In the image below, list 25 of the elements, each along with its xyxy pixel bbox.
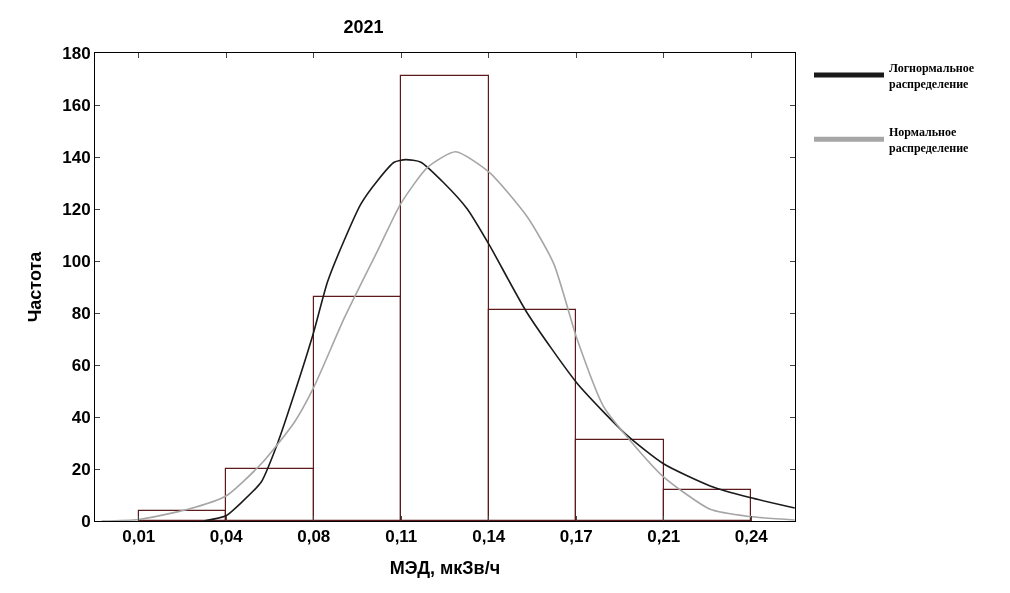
- x-tick-label: 0,08: [297, 527, 331, 547]
- y-tick-label: 100: [62, 251, 91, 271]
- x-tick-label: 0,11: [385, 527, 418, 547]
- y-tick-label: 80: [71, 303, 91, 323]
- x-tick-label: 0,24: [734, 527, 769, 547]
- text: Логнормальное распределение: [889, 60, 975, 91]
- line-series: [202, 158, 795, 521]
- y-tick-label: 120: [62, 199, 91, 219]
- y-tick-label: 180: [62, 43, 91, 63]
- y-tick-label: 160: [62, 95, 91, 115]
- text: Нормальное распределение: [889, 125, 970, 155]
- y-tick-label: 60: [71, 355, 91, 375]
- x-tick-label: 0,14: [472, 527, 506, 547]
- line-series: [100, 151, 795, 521]
- x-tick-label: 0,01: [122, 527, 156, 547]
- x-tick-label: 0,04: [209, 527, 244, 547]
- y-tick-label: 140: [62, 147, 91, 167]
- y-tick-label: 0: [81, 511, 91, 531]
- y-tick-label: 20: [71, 459, 91, 479]
- x-tick-label: 0,17: [559, 527, 593, 547]
- chart-title: 2021: [343, 17, 384, 38]
- x-axis-title: МЭД, мкЗв/ч: [389, 557, 501, 578]
- y-axis-title: Частота: [25, 250, 46, 323]
- x-tick-label: 0,21: [647, 527, 681, 547]
- y-tick-label: 40: [71, 407, 91, 427]
